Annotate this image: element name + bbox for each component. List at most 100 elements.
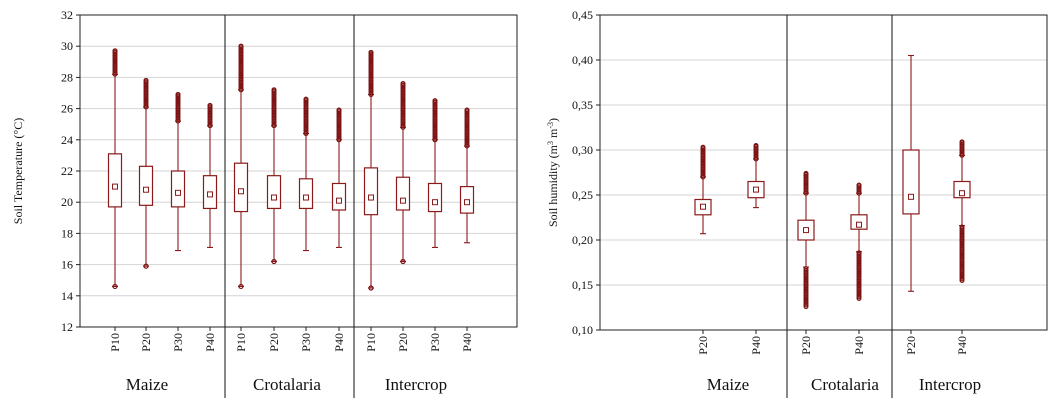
outlier-point (143, 263, 149, 269)
x-tick-label: P20 (696, 336, 710, 355)
outlier-point (856, 250, 862, 256)
iqr-box (170, 170, 186, 208)
y-tick-label: 30 (61, 39, 73, 53)
median-marker (908, 193, 914, 200)
median-marker (207, 191, 213, 198)
y-tick-label: 32 (61, 8, 73, 22)
outlier-point (432, 98, 438, 104)
outlier-point (271, 258, 277, 265)
iqr-box (298, 178, 314, 210)
group-label: Crotalaria (811, 375, 879, 394)
x-tick-label: P10 (234, 333, 248, 352)
iqr-box (138, 165, 154, 206)
y-tick-label: 0,40 (572, 53, 593, 67)
median-marker (112, 183, 118, 190)
outlier-point (368, 285, 374, 291)
y-tick-label: 12 (61, 320, 73, 334)
soil-temperature-chart: 12 14 16 18 20 22 24 26 28 30 32 Soil Temperature (… (11, 8, 518, 398)
outlier-point (753, 143, 759, 149)
x-tick-label: P20 (799, 336, 813, 355)
y-tick-label: 0,15 (572, 278, 593, 292)
soil-humidity-chart: 0,10 0,15 0,20 0,25 0,30 0,35 0,40 0,45 Soil hum… (546, 8, 1048, 398)
y-tick-label: 26 (61, 102, 73, 116)
iqr-box (233, 162, 249, 213)
y-tick-label: 16 (61, 258, 73, 272)
outlier-point (112, 48, 118, 54)
median-marker (753, 186, 759, 193)
x-tick-label: P20 (904, 336, 918, 355)
median-marker (271, 194, 277, 201)
outlier-point (803, 266, 809, 272)
median-marker (143, 186, 149, 193)
x-tick-label: P40 (852, 336, 866, 355)
median-marker (368, 194, 374, 201)
median-marker (336, 197, 342, 204)
iqr-box (395, 176, 411, 211)
outlier-point (238, 283, 244, 290)
outlier-point (959, 139, 965, 145)
plot-frame (599, 14, 1048, 331)
y-axis-label-part: ) (546, 118, 560, 122)
y-tick-label: 24 (61, 133, 73, 147)
median-marker (432, 199, 438, 206)
y-tick-label: 20 (61, 195, 73, 209)
median-marker (464, 199, 470, 206)
iqr-box (363, 167, 379, 216)
y-tick-label: 0,30 (572, 143, 593, 157)
outlier-point (112, 283, 118, 290)
group-label: Maize (126, 375, 168, 394)
y-tick-label: 0,45 (572, 8, 593, 22)
x-tick-label: P20 (396, 333, 410, 352)
y-axis-label: Soil humidity (m3 m-3) (546, 118, 560, 227)
group-label: Intercrop (385, 375, 447, 394)
x-tick-label: P20 (267, 333, 281, 352)
median-marker (303, 194, 309, 201)
x-tick-label: P40 (749, 336, 763, 355)
y-tick-label: 18 (61, 226, 73, 240)
outlier-point (271, 87, 277, 93)
y-tick-label: 0,25 (572, 188, 593, 202)
iqr-box (331, 182, 347, 211)
outlier-point (803, 170, 809, 176)
y-axis-label-part: 3 (546, 141, 555, 145)
x-tick-label: P30 (171, 333, 185, 352)
iqr-box (266, 175, 282, 210)
x-tick-label: P10 (108, 333, 122, 352)
y-tick-label: 28 (61, 70, 73, 84)
y-tick-label: 0,35 (572, 98, 593, 112)
iqr-box (953, 180, 971, 199)
y-tick-label: 14 (61, 289, 73, 303)
outlier-point (464, 107, 470, 113)
x-tick-label: P30 (299, 333, 313, 352)
median-marker (175, 189, 181, 196)
x-tick-label: P40 (955, 336, 969, 355)
group-label: Intercrop (919, 375, 981, 394)
x-tick-label: P40 (203, 333, 217, 352)
iqr-box (902, 149, 920, 215)
outlier-point (207, 102, 213, 108)
x-tick-label: P20 (139, 333, 153, 352)
x-tick-label: P30 (428, 333, 442, 352)
median-marker (400, 197, 406, 204)
y-tick-label: 22 (61, 164, 73, 178)
outlier-point (959, 224, 965, 230)
outlier-point (303, 96, 309, 102)
median-marker (238, 188, 244, 195)
x-tick-label: P10 (364, 333, 378, 352)
median-marker (959, 190, 965, 197)
y-tick-label: 0,20 (572, 233, 593, 247)
y-tick-label: 0,10 (572, 323, 593, 337)
outlier-point (700, 144, 706, 150)
outlier-point (400, 258, 406, 265)
outlier-point (238, 43, 244, 49)
group-label: Crotalaria (253, 375, 321, 394)
median-marker (803, 227, 809, 234)
outlier-point (175, 92, 181, 98)
y-axis-label: Soil Temperature (°C) (11, 118, 25, 224)
group-label: Maize (707, 375, 749, 394)
y-axis-label-part: Soil humidity (m (546, 144, 560, 227)
outlier-point (336, 107, 342, 113)
iqr-box (107, 153, 123, 208)
outlier-point (400, 81, 406, 87)
